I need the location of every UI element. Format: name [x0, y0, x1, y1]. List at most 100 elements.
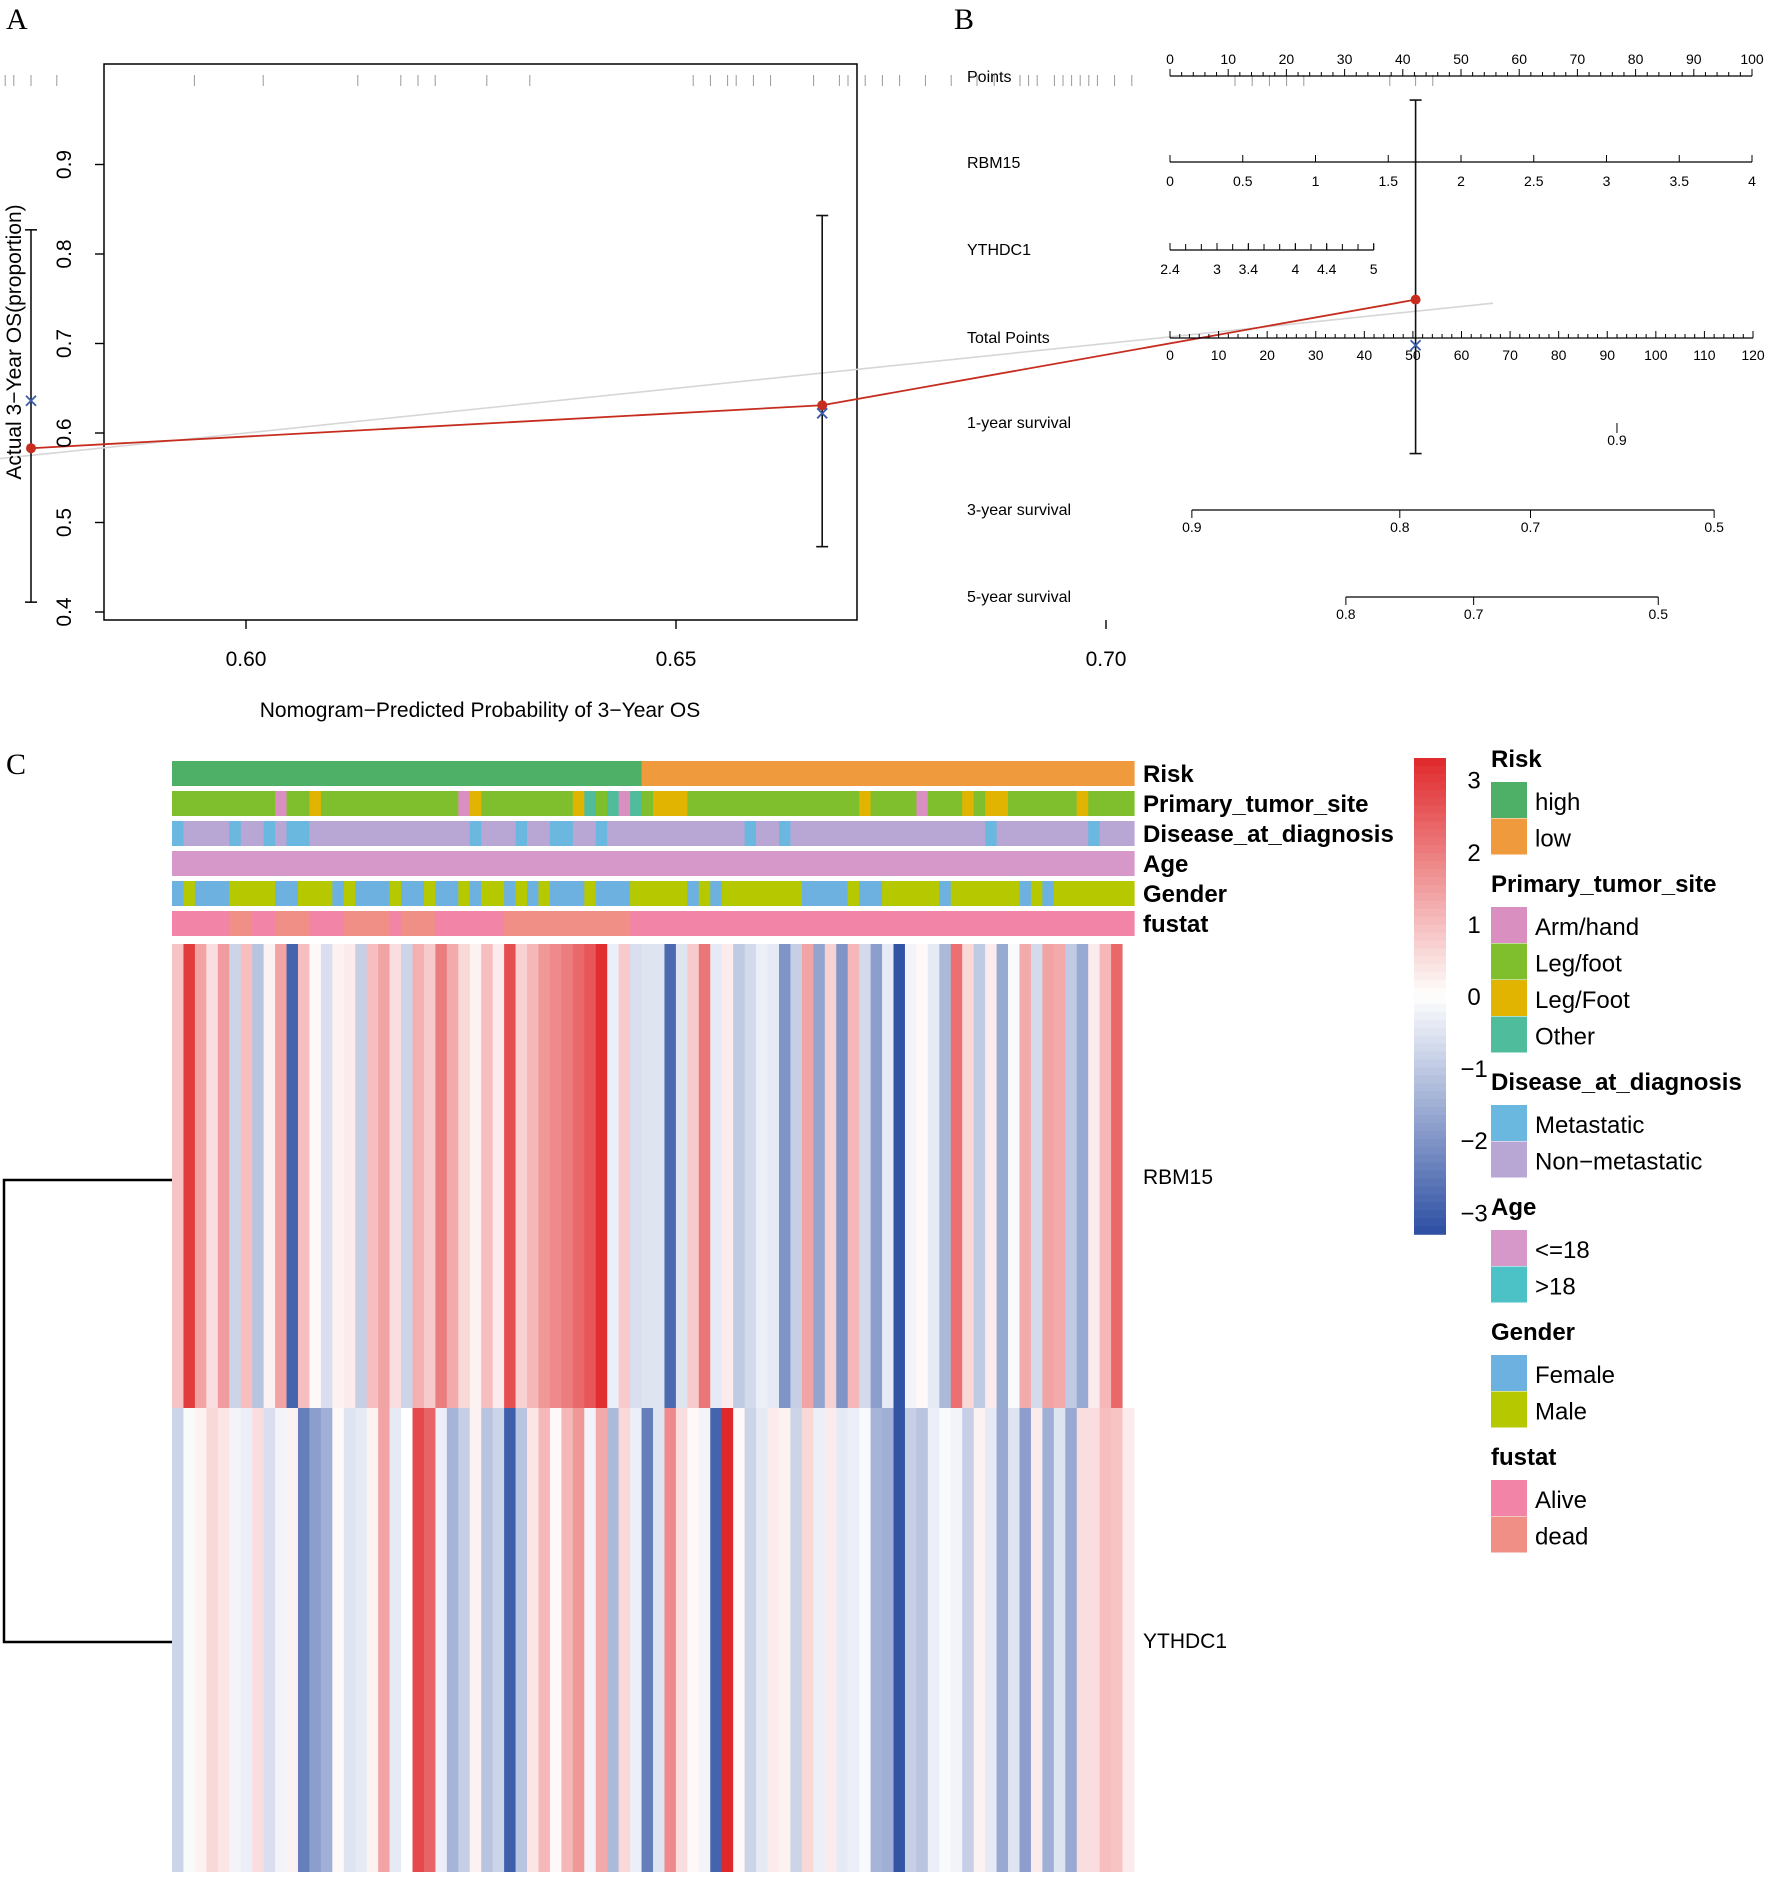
- heatmap-cell: [275, 1408, 288, 1872]
- annotation-cell: [206, 791, 219, 816]
- heatmap-cell: [618, 944, 631, 1408]
- heatmap-cell: [217, 1408, 230, 1872]
- annotation-cell: [492, 851, 505, 876]
- heatmap-cell: [549, 1408, 562, 1872]
- annotation-cell: [744, 881, 757, 906]
- annotation-cell: [172, 911, 185, 936]
- color-scale-step: [1414, 932, 1446, 942]
- color-scale-step: [1414, 758, 1446, 767]
- heatmap-cell: [423, 1408, 437, 1872]
- heatmap-cell: [240, 1408, 253, 1872]
- plot-frame: [103, 63, 858, 621]
- annotation-cell: [1111, 821, 1124, 846]
- color-scale-step: [1414, 940, 1446, 950]
- annotation-cell: [538, 851, 551, 876]
- color-scale-step: [1414, 924, 1446, 934]
- annotation-cell: [549, 791, 562, 816]
- annotation-cell: [412, 791, 425, 816]
- color-scale-step: [1414, 1011, 1446, 1021]
- legend-swatch: [1491, 1516, 1527, 1553]
- bias-corrected-point: [816, 407, 828, 419]
- color-scale-step: [1414, 1178, 1446, 1188]
- tick-label: 1: [1312, 173, 1320, 189]
- tick-label: 2.5: [1524, 173, 1544, 189]
- tick-label: 2.4: [1160, 261, 1180, 277]
- annotation-cell: [332, 911, 345, 936]
- heatmap-cell: [263, 944, 276, 1408]
- annotation-cell: [859, 791, 872, 816]
- annotation-cell: [927, 791, 940, 816]
- annotation-cell: [183, 851, 196, 876]
- heatmap-cells: [172, 944, 1135, 1872]
- annotation-cell: [252, 791, 265, 816]
- error-bars: [25, 99, 1422, 603]
- annotation-cell: [572, 881, 585, 906]
- annotation-cell: [584, 821, 597, 846]
- tick-label: 80: [1551, 347, 1567, 363]
- annotation-cell: [824, 911, 837, 936]
- annotation-cell: [721, 881, 734, 906]
- heatmap-cell: [996, 1408, 1009, 1872]
- annotation-cell: [412, 881, 425, 906]
- annotation-cell: [183, 761, 196, 786]
- annotation-cell: [504, 851, 517, 876]
- annotation-cell: [847, 911, 860, 936]
- annotation-labels: Risk Primary_tumor_site Disease_at_diagnos…: [1143, 761, 1394, 938]
- annotation-cell: [538, 791, 551, 816]
- annotation-cell: [985, 851, 998, 876]
- annotation-cell: [1088, 761, 1101, 786]
- annotation-cell: [504, 761, 517, 786]
- annotation-cell: [962, 911, 975, 936]
- annotation-cell: [1122, 761, 1135, 786]
- annotation-cell: [1122, 911, 1135, 936]
- annotation-cell: [1099, 791, 1112, 816]
- annotation-cell: [870, 791, 883, 816]
- color-scale-tick-label: −1: [1460, 1056, 1487, 1083]
- annotation-cell: [229, 851, 242, 876]
- annotation-cell: [229, 791, 242, 816]
- annotation-cell: [538, 761, 551, 786]
- heatmap-cell: [721, 1408, 734, 1872]
- annotation-cell: [423, 851, 437, 876]
- annotation-cell: [675, 761, 688, 786]
- bias-corrected-point: [25, 395, 37, 407]
- annotation-cell: [492, 881, 505, 906]
- tick-label: 0.5: [1649, 606, 1669, 622]
- annotation-cell: [378, 851, 391, 876]
- color-scale-step: [1414, 1003, 1446, 1013]
- nomogram-row-points: Points 0 10 20 30 40 50 60 70 80 90 100: [967, 51, 1764, 86]
- color-scale-step: [1414, 956, 1446, 966]
- heatmap-cell: [1008, 1408, 1021, 1872]
- tick-label: 10: [1211, 347, 1227, 363]
- annotation-cell: [630, 791, 643, 816]
- heatmap-cell: [1019, 1408, 1032, 1872]
- heatmap-cell: [206, 1408, 219, 1872]
- annotation-cell: [504, 911, 517, 936]
- heatmap-cell: [412, 1408, 425, 1872]
- heatmap-cell: [1053, 1408, 1066, 1872]
- annotation-cell: [572, 911, 585, 936]
- annotation-cell: [824, 851, 837, 876]
- annotation-cell: [939, 881, 952, 906]
- legend-swatch: [1491, 1391, 1527, 1428]
- heatmap-cell: [950, 1408, 963, 1872]
- tick-label: 20: [1279, 51, 1295, 67]
- annotation-cell: [366, 911, 379, 936]
- heatmap-cell: [1065, 1408, 1078, 1872]
- annotation-cell: [733, 851, 746, 876]
- y-tick-label: 0.5: [53, 508, 76, 537]
- color-scale-step: [1414, 948, 1446, 958]
- annotation-cell: [778, 761, 792, 786]
- heatmap-cell: [297, 944, 311, 1408]
- row-label: RBM15: [1143, 1166, 1213, 1189]
- heatmap-cell: [893, 1408, 906, 1872]
- annotation-cell: [893, 761, 906, 786]
- annotation-cell: [675, 821, 688, 846]
- annotation-cell: [859, 851, 872, 876]
- legend-item-label: low: [1535, 826, 1572, 853]
- annotation-cell: [469, 851, 482, 876]
- annotation-cell: [973, 821, 986, 846]
- heatmap-cell: [527, 944, 540, 1408]
- annotation-cell: [194, 761, 207, 786]
- annotation-cell: [252, 881, 265, 906]
